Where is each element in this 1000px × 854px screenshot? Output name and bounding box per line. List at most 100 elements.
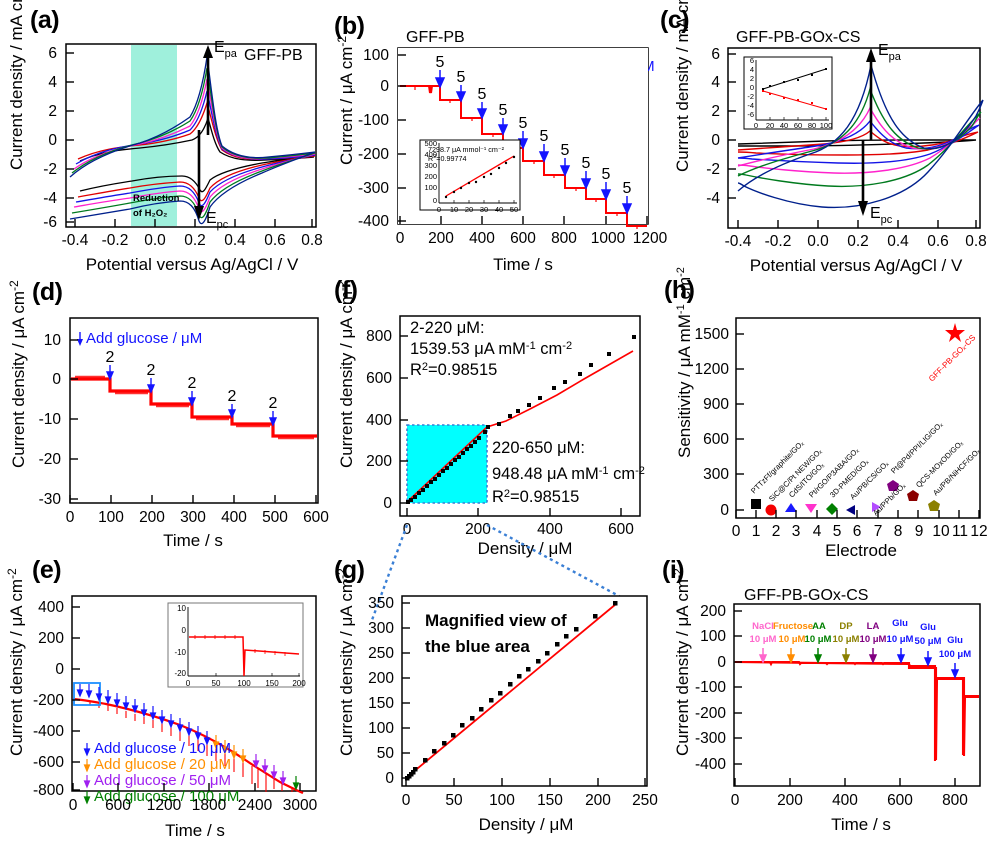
svg-text:2: 2 <box>228 388 237 405</box>
panel-a-xticks: -0.4 -0.2 0.0 0.2 0.4 0.6 0.8 <box>62 219 323 249</box>
svg-text:0.6: 0.6 <box>927 233 949 250</box>
panel-c-epa-arrow <box>866 48 876 140</box>
panel-a-xlabel: Potential versus Ag/AgCl / V <box>86 255 299 274</box>
panel-g: (g) Current density / μA cm-2 Magnified … <box>330 556 666 854</box>
svg-text:6: 6 <box>750 56 754 65</box>
svg-text:-20: -20 <box>39 451 62 468</box>
svg-text:0: 0 <box>186 679 191 688</box>
panel-a-band-label-1: Reduction <box>133 193 180 204</box>
svg-text:5: 5 <box>499 102 508 119</box>
svg-text:NaCl: NaCl <box>752 621 774 632</box>
panel-g-note-1: Magnified view of <box>425 611 567 630</box>
svg-text:7: 7 <box>874 523 883 540</box>
svg-text:-6: -6 <box>747 110 754 119</box>
svg-text:0: 0 <box>732 523 741 540</box>
svg-text:250: 250 <box>368 645 394 662</box>
svg-text:12: 12 <box>970 523 987 540</box>
panel-h-marker-11 <box>945 323 965 342</box>
panel-h-marker-1 <box>751 499 761 509</box>
svg-text:100: 100 <box>98 509 124 526</box>
panel-f: (f) Current density / μA cm-2 <box>330 276 666 558</box>
panel-e-ylabel: Current density / μA cm-2 <box>5 568 26 756</box>
panel-i-trace-detail <box>734 660 979 762</box>
panel-f-annotation-1: 2-220 μM: 1539.53 μA mM-1 cm-2 R2=0.9851… <box>410 319 572 379</box>
svg-text:-200: -200 <box>33 692 64 709</box>
svg-text:50: 50 <box>445 792 463 809</box>
panel-h-marker-7 <box>872 502 881 512</box>
svg-text:6: 6 <box>48 45 57 62</box>
svg-text:4: 4 <box>711 74 720 91</box>
panel-h-ylabel: Sensitivity / μA mM-1 cm-2 <box>675 267 694 458</box>
panel-e-tag: (e) <box>32 556 62 584</box>
svg-text:600: 600 <box>608 521 634 538</box>
panel-b-inset: 7298.7 μA mmol⁻¹ cm⁻² R2=0.99774 500 400… <box>419 139 521 214</box>
svg-text:948.48 μA mM-1 cm-2: 948.48 μA mM-1 cm-2 <box>492 465 645 483</box>
svg-text:0: 0 <box>69 797 78 814</box>
svg-text:Fructose: Fructose <box>773 621 813 632</box>
panel-h-marker-9 <box>907 490 919 501</box>
panel-g-xticks: 0 50 100 150 200 250 <box>402 778 658 809</box>
panel-i: (i) Current density / μA cm-2 GFF-PB-GOx… <box>662 556 1000 854</box>
panel-d-xlabel: Time / s <box>163 531 223 550</box>
svg-text:0: 0 <box>380 78 389 95</box>
panel-c: (c) Current density / mA cm-2 GFF-PB-GOx… <box>660 0 1000 278</box>
panel-e-trace <box>72 697 304 795</box>
svg-text:10: 10 <box>177 604 186 613</box>
svg-text:10 μM: 10 μM <box>860 634 887 645</box>
svg-text:-4: -4 <box>43 190 57 207</box>
panel-e-arrows-20um <box>212 735 247 764</box>
panel-a-ylabel: Current density / mA cm-2 <box>5 0 26 170</box>
svg-text:600: 600 <box>887 792 913 809</box>
svg-text:10 μM: 10 μM <box>779 634 806 645</box>
svg-text:0: 0 <box>711 132 720 149</box>
svg-text:600: 600 <box>703 431 729 448</box>
svg-text:20: 20 <box>465 205 473 214</box>
svg-text:1200: 1200 <box>633 230 668 247</box>
panel-c-epc-label: Epc <box>870 205 893 226</box>
svg-text:400: 400 <box>832 792 858 809</box>
svg-text:5: 5 <box>457 69 466 86</box>
svg-text:0: 0 <box>754 121 758 130</box>
svg-text:10: 10 <box>450 205 458 214</box>
svg-text:0.6: 0.6 <box>264 232 286 249</box>
svg-text:150: 150 <box>265 679 279 688</box>
panel-g-tag: (g) <box>334 556 365 584</box>
svg-text:0: 0 <box>731 792 740 809</box>
svg-text:1800: 1800 <box>192 797 227 814</box>
svg-text:100: 100 <box>424 183 437 192</box>
svg-text:350: 350 <box>368 595 394 612</box>
svg-text:400: 400 <box>366 412 392 429</box>
svg-text:0.2: 0.2 <box>184 232 206 249</box>
panel-a: (a) Current density / mA cm-2 Epa <box>0 0 334 278</box>
svg-text:-600: -600 <box>33 754 64 771</box>
svg-text:200: 200 <box>700 603 726 620</box>
svg-text:300: 300 <box>180 509 206 526</box>
svg-text:LA: LA <box>867 621 880 632</box>
svg-text:-200: -200 <box>358 146 389 163</box>
panel-a-epc-arrow <box>194 130 204 220</box>
svg-text:Add glucose / 100 μM: Add glucose / 100 μM <box>94 788 239 805</box>
panel-h-plot-frame <box>735 317 981 519</box>
svg-text:0.0: 0.0 <box>144 232 166 249</box>
panel-e-arrows-100um <box>292 776 300 791</box>
panel-h-tag: (h) <box>664 276 695 304</box>
panel-c-curve-5 <box>737 86 982 188</box>
svg-text:300: 300 <box>703 466 729 483</box>
svg-text:200: 200 <box>292 679 306 688</box>
svg-text:200: 200 <box>465 521 491 538</box>
svg-text:0.4: 0.4 <box>887 233 909 250</box>
svg-text:-800: -800 <box>33 782 64 799</box>
panel-e-yticks: 400 200 0 -200 -400 -600 -800 <box>33 599 80 799</box>
svg-text:2: 2 <box>772 523 781 540</box>
svg-text:0: 0 <box>182 626 187 635</box>
svg-text:200: 200 <box>368 670 394 687</box>
panel-b-xlabel: Time / s <box>493 255 553 274</box>
panel-e-arrows-10um <box>76 684 211 746</box>
panel-d-yticks: 10 0 -10 -20 -30 <box>39 332 78 508</box>
panel-d-legend-text: Add glucose / μM <box>86 330 202 347</box>
svg-text:3: 3 <box>792 523 801 540</box>
svg-text:8: 8 <box>894 523 903 540</box>
svg-text:-10: -10 <box>39 411 62 428</box>
panel-h-xlabel: Electrode <box>825 541 897 560</box>
svg-text:5: 5 <box>561 142 570 159</box>
